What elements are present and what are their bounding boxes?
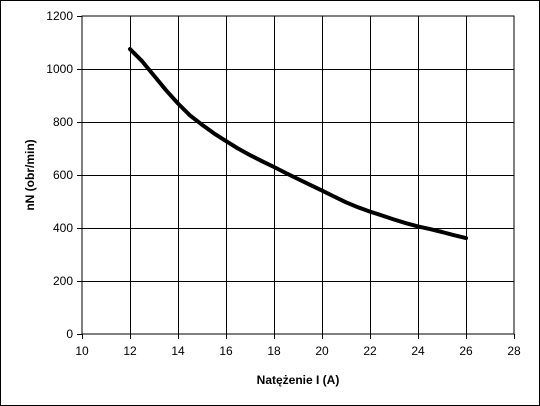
x-tick-label: 10	[75, 344, 89, 358]
x-tick-label: 18	[267, 344, 281, 358]
y-tick-label: 0	[66, 327, 73, 341]
y-tick-label: 1200	[46, 9, 73, 23]
y-tick-label: 800	[53, 115, 73, 129]
x-tick-label: 12	[123, 344, 137, 358]
x-tick-label: 14	[171, 344, 185, 358]
x-tick-label: 22	[363, 344, 377, 358]
x-tick-label: 16	[219, 344, 233, 358]
x-tick-label: 24	[411, 344, 425, 358]
y-tick-label: 400	[53, 221, 73, 235]
x-tick-label: 26	[459, 344, 473, 358]
x-axis-title: Natężenie I (A)	[257, 373, 340, 387]
x-tick-label: 28	[507, 344, 521, 358]
y-axis-title: nN (obr/min)	[23, 139, 37, 210]
series-line-1	[128, 47, 468, 241]
y-tick-label: 600	[53, 168, 73, 182]
y-tick-label: 1000	[46, 62, 73, 76]
y-tick-label: 200	[53, 274, 73, 288]
x-tick-label: 20	[315, 344, 329, 358]
